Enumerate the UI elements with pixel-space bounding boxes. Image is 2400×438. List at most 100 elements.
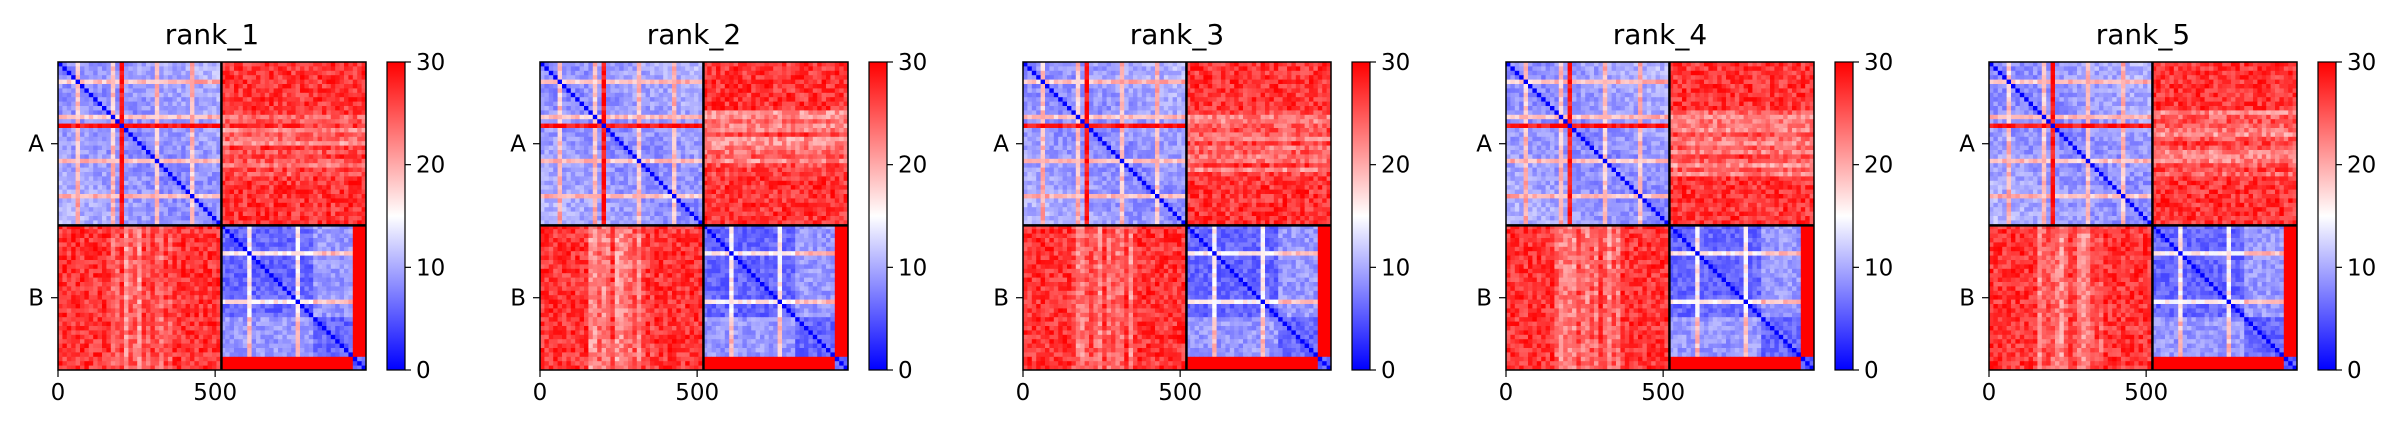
- heatmap-cell: [137, 207, 142, 212]
- heatmap-cell: [313, 330, 318, 335]
- heatmap-cell: [76, 88, 81, 93]
- heatmap-cell: [353, 242, 358, 247]
- heatmap-cell: [208, 282, 213, 287]
- heatmap-cell: [203, 141, 208, 146]
- heatmap-cell: [309, 207, 314, 212]
- heatmap-cell: [84, 159, 89, 164]
- heatmap-cell: [98, 110, 103, 115]
- heatmap-cell: [115, 181, 120, 186]
- heatmap-cell: [164, 251, 169, 256]
- heatmap-cell: [168, 194, 173, 199]
- heatmap-cell: [287, 286, 292, 291]
- heatmap-cell: [313, 75, 318, 80]
- heatmap-cell: [199, 256, 204, 261]
- heatmap-cell: [93, 295, 98, 300]
- heatmap-cell: [199, 339, 204, 344]
- heatmap-cell: [238, 229, 243, 234]
- heatmap-cell: [313, 361, 318, 366]
- heatmap-cell: [177, 357, 182, 362]
- heatmap-cell: [238, 322, 243, 327]
- heatmap-cell: [344, 102, 349, 107]
- heatmap-cell: [164, 84, 169, 89]
- heatmap-cell: [252, 97, 257, 102]
- heatmap-cell: [76, 146, 81, 151]
- heatmap-cell: [128, 181, 133, 186]
- heatmap-cell: [172, 84, 177, 89]
- heatmap-cell: [89, 66, 94, 71]
- heatmap-cell: [348, 154, 353, 159]
- heatmap-cell: [340, 361, 345, 366]
- heatmap-cell: [137, 216, 142, 221]
- heatmap-cell: [348, 295, 353, 300]
- heatmap-cell: [155, 106, 160, 111]
- heatmap-cell: [128, 357, 133, 362]
- heatmap-cell: [335, 203, 340, 208]
- heatmap-cell: [296, 203, 301, 208]
- heatmap-cell: [194, 242, 199, 247]
- heatmap-cell: [313, 71, 318, 76]
- heatmap-cell: [84, 132, 89, 137]
- heatmap-cell: [282, 185, 287, 190]
- heatmap-cell: [133, 102, 138, 107]
- heatmap-cell: [353, 194, 358, 199]
- heatmap-cell: [296, 181, 301, 186]
- heatmap-cell: [357, 176, 362, 181]
- heatmap-cell: [84, 273, 89, 278]
- heatmap-cell: [62, 159, 67, 164]
- heatmap-cell: [164, 348, 169, 353]
- heatmap-cell: [304, 330, 309, 335]
- heatmap-cell: [177, 304, 182, 309]
- heatmap-cell: [278, 93, 283, 98]
- heatmap-cell: [67, 295, 72, 300]
- heatmap-cell: [177, 229, 182, 234]
- heatmap-cell: [128, 295, 133, 300]
- heatmap-cell: [326, 348, 331, 353]
- heatmap-cell: [274, 176, 279, 181]
- heatmap-cell: [76, 308, 81, 313]
- x-tick-label: 500: [193, 380, 237, 406]
- heatmap-cell: [62, 313, 67, 318]
- heatmap-cell: [265, 361, 270, 366]
- heatmap-cell: [71, 339, 76, 344]
- heatmap-cell: [102, 273, 107, 278]
- heatmap-cell: [80, 291, 85, 296]
- heatmap-cell: [309, 264, 314, 269]
- heatmap-cell: [318, 71, 323, 76]
- heatmap-cell: [164, 291, 169, 296]
- heatmap-cell: [300, 119, 305, 124]
- heatmap-cell: [177, 106, 182, 111]
- heatmap-cell: [234, 357, 239, 362]
- heatmap-cell: [111, 229, 116, 234]
- heatmap-cell: [326, 234, 331, 239]
- heatmap-cell: [120, 110, 125, 115]
- heatmap-cell: [159, 88, 164, 93]
- heatmap-cell: [93, 330, 98, 335]
- heatmap-cell: [203, 71, 208, 76]
- heatmap-cell: [256, 361, 261, 366]
- heatmap-cell: [137, 357, 142, 362]
- heatmap-cell: [274, 317, 279, 322]
- heatmap-cell: [186, 247, 191, 252]
- heatmap-cell: [80, 106, 85, 111]
- heatmap-cell: [102, 352, 107, 357]
- heatmap-cell: [335, 66, 340, 71]
- heatmap-cell: [172, 348, 177, 353]
- heatmap-cell: [318, 256, 323, 261]
- heatmap-cell: [300, 163, 305, 168]
- heatmap-cell: [309, 146, 314, 151]
- heatmap-cell: [106, 119, 111, 124]
- heatmap-cell: [208, 119, 213, 124]
- x-tick-label: 0: [51, 380, 66, 406]
- heatmap-cell: [357, 308, 362, 313]
- heatmap-cell: [287, 278, 292, 283]
- heatmap-cell: [155, 154, 160, 159]
- heatmap-cell: [287, 97, 292, 102]
- heatmap-cell: [291, 106, 296, 111]
- heatmap-cell: [313, 207, 318, 212]
- heatmap-cell: [309, 234, 314, 239]
- heatmap-cell: [212, 110, 217, 115]
- heatmap-cell: [252, 291, 257, 296]
- heatmap-cell: [137, 150, 142, 155]
- heatmap-cell: [291, 124, 296, 129]
- heatmap-cell: [168, 216, 173, 221]
